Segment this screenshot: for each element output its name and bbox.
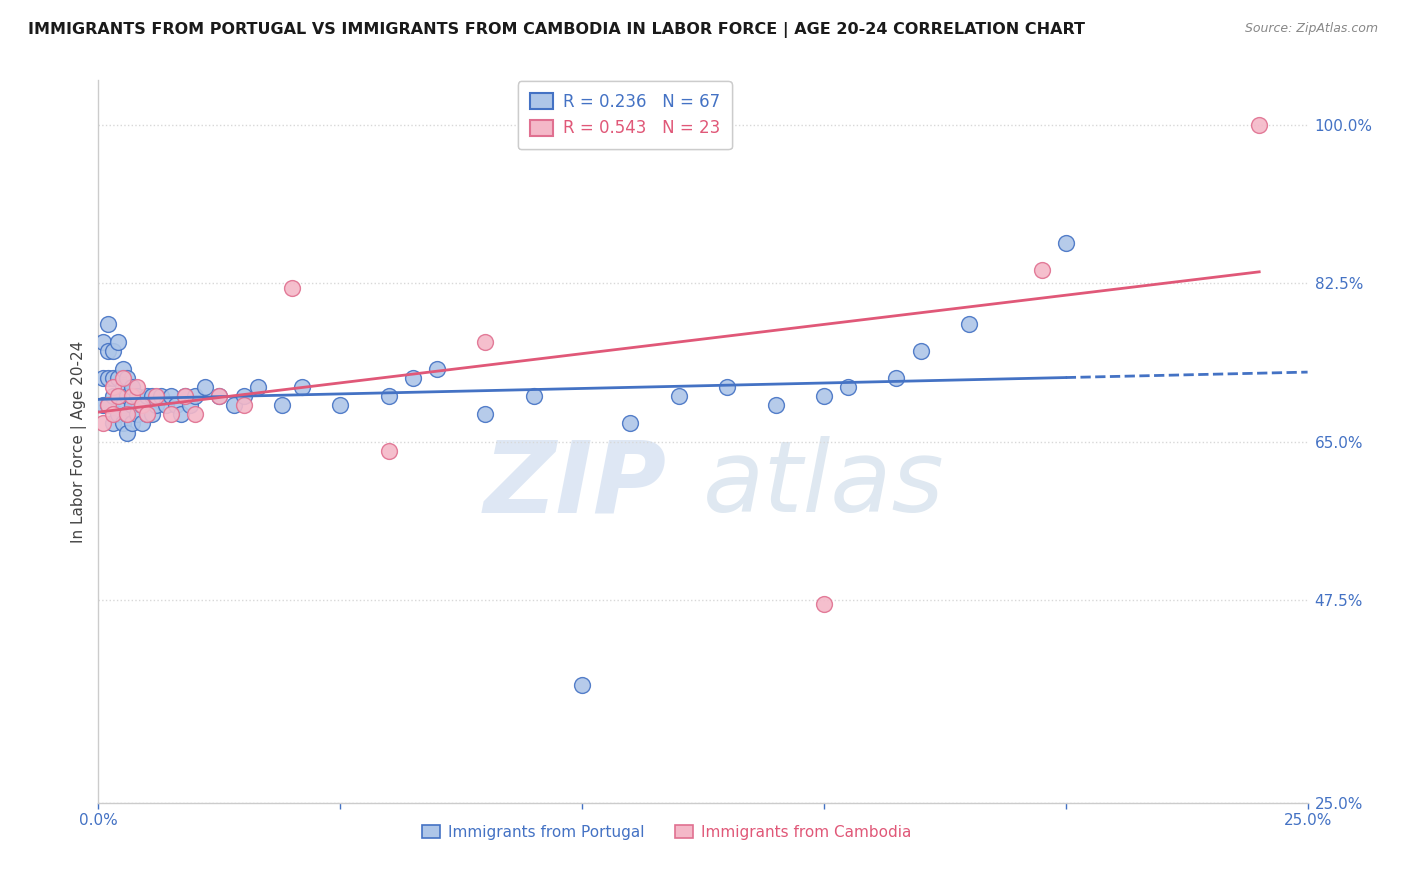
Point: [107, 371, 129, 385]
Point: [101, 408, 124, 422]
Legend: Immigrants from Portugal, Immigrants from Cambodia: Immigrants from Portugal, Immigrants fro…: [416, 819, 918, 846]
Text: ZIP: ZIP: [484, 436, 666, 533]
Point: [194, 380, 217, 394]
Point: [117, 389, 139, 403]
Text: Source: ZipAtlas.com: Source: ZipAtlas.com: [1244, 22, 1378, 36]
Point: [135, 408, 157, 422]
Point: [1031, 263, 1053, 277]
Point: [174, 389, 197, 403]
Point: [886, 371, 908, 385]
Point: [101, 380, 124, 394]
Point: [97, 398, 120, 412]
Point: [101, 371, 124, 385]
Point: [619, 417, 641, 431]
Point: [111, 380, 134, 394]
Point: [329, 398, 352, 412]
Point: [813, 597, 835, 611]
Point: [155, 398, 177, 412]
Point: [111, 362, 134, 376]
Point: [127, 389, 149, 403]
Point: [247, 380, 270, 394]
Point: [127, 408, 149, 422]
Point: [281, 281, 304, 295]
Point: [222, 398, 245, 412]
Point: [174, 389, 197, 403]
Point: [107, 389, 129, 403]
Point: [111, 371, 134, 385]
Point: [131, 398, 153, 412]
Point: [97, 398, 120, 412]
Point: [135, 389, 157, 403]
Point: [184, 408, 207, 422]
Point: [97, 371, 120, 385]
Point: [765, 398, 787, 412]
Point: [91, 335, 114, 350]
Y-axis label: In Labor Force | Age 20-24: In Labor Force | Age 20-24: [72, 341, 87, 542]
Point: [837, 380, 859, 394]
Point: [160, 408, 183, 422]
Point: [165, 398, 187, 412]
Point: [910, 344, 932, 359]
Point: [169, 408, 191, 422]
Point: [131, 417, 153, 431]
Point: [208, 389, 231, 403]
Point: [377, 389, 399, 403]
Point: [111, 398, 134, 412]
Point: [91, 417, 114, 431]
Point: [426, 362, 449, 376]
Point: [117, 425, 139, 440]
Point: [208, 389, 231, 403]
Point: [716, 380, 738, 394]
Point: [668, 389, 690, 403]
Point: [571, 678, 593, 692]
Point: [1249, 119, 1271, 133]
Point: [523, 389, 546, 403]
Point: [91, 371, 114, 385]
Point: [117, 371, 139, 385]
Point: [474, 335, 496, 350]
Point: [107, 389, 129, 403]
Point: [290, 380, 312, 394]
Point: [957, 317, 980, 331]
Point: [101, 389, 124, 403]
Point: [101, 344, 124, 359]
Point: [97, 317, 120, 331]
Point: [377, 443, 399, 458]
Point: [91, 398, 114, 412]
Text: IMMIGRANTS FROM PORTUGAL VS IMMIGRANTS FROM CAMBODIA IN LABOR FORCE | AGE 20-24 : IMMIGRANTS FROM PORTUGAL VS IMMIGRANTS F…: [28, 22, 1085, 38]
Point: [232, 389, 254, 403]
Point: [121, 389, 143, 403]
Point: [271, 398, 294, 412]
Point: [127, 380, 149, 394]
Point: [131, 398, 153, 412]
Point: [121, 380, 143, 394]
Point: [474, 408, 496, 422]
Point: [117, 408, 139, 422]
Point: [1054, 235, 1077, 250]
Point: [160, 389, 183, 403]
Point: [121, 417, 143, 431]
Point: [121, 398, 143, 412]
Point: [150, 389, 173, 403]
Point: [111, 417, 134, 431]
Point: [813, 389, 835, 403]
Point: [135, 408, 157, 422]
Point: [107, 335, 129, 350]
Text: atlas: atlas: [703, 436, 945, 533]
Point: [145, 389, 167, 403]
Point: [402, 371, 425, 385]
Point: [141, 389, 163, 403]
Point: [97, 344, 120, 359]
Point: [117, 408, 139, 422]
Point: [107, 408, 129, 422]
Point: [145, 398, 167, 412]
Point: [232, 398, 254, 412]
Point: [101, 417, 124, 431]
Point: [184, 389, 207, 403]
Point: [141, 408, 163, 422]
Point: [179, 398, 201, 412]
